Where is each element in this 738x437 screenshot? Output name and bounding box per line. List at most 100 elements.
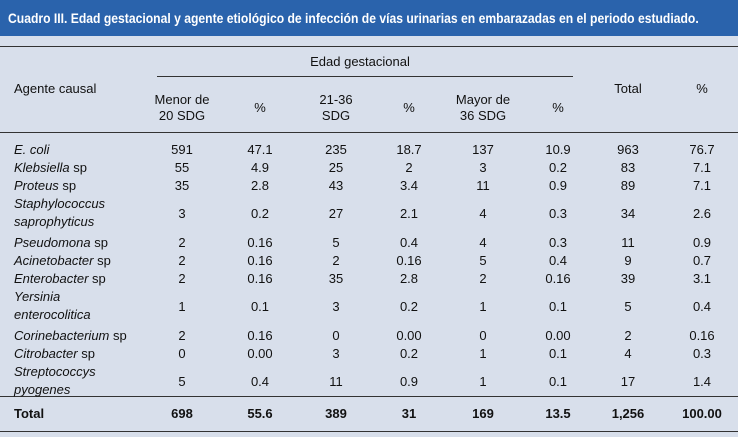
agent-name: Staphylococcus — [14, 196, 105, 212]
agent-species-suffix: sp — [69, 160, 87, 175]
table-cell: 0.16 — [247, 235, 273, 250]
header-bottom-rule — [0, 132, 738, 133]
header-group: Edad gestacional — [310, 54, 410, 69]
total-cell: 13.5 — [545, 406, 571, 421]
agent-species-suffix: sp — [90, 235, 108, 250]
agent-name: Citrobacter sp — [14, 346, 95, 362]
agent-name: E. coli — [14, 142, 49, 158]
table-cell: 0.4 — [692, 299, 712, 314]
header-col1-line2: 20 SDG — [158, 108, 206, 123]
table-cell: 0.16 — [396, 253, 422, 268]
agent-genus: Enterobacter — [14, 271, 89, 286]
table-cell: 2 — [178, 271, 186, 286]
table-cell: 0.2 — [399, 299, 419, 314]
agent-name: Yersinia — [14, 289, 60, 305]
table-cell: 2.8 — [399, 271, 419, 286]
agent-species: pyogenes — [14, 382, 71, 397]
table-cell: 3 — [178, 206, 186, 221]
top-rule — [0, 46, 738, 47]
agent-name-line2: enterocolitica — [14, 307, 91, 323]
table-cell: 0.4 — [250, 374, 270, 389]
table-cell: 0 — [479, 328, 487, 343]
agent-genus: Klebsiella — [14, 160, 70, 175]
table-cell: 2.8 — [250, 178, 270, 193]
table-cell: 83 — [620, 160, 636, 175]
agent-name-line2: saprophyticus — [14, 214, 94, 230]
table-cell: 0.4 — [548, 253, 568, 268]
table-cell: 0.16 — [247, 328, 273, 343]
total-cell: 31 — [401, 406, 417, 421]
header-agent: Agente causal — [14, 81, 97, 96]
table-cell: 0.9 — [548, 178, 568, 193]
table-cell: 1 — [479, 374, 487, 389]
table-cell: 0.16 — [545, 271, 571, 286]
table-cell: 0.00 — [396, 328, 422, 343]
table-cell: 2 — [178, 235, 186, 250]
table-cell: 11 — [329, 374, 343, 389]
table-cell: 0.3 — [548, 235, 568, 250]
table-cell: 0.9 — [399, 374, 419, 389]
table-cell: 11 — [621, 235, 635, 250]
table-cell: 2 — [479, 271, 487, 286]
table-cell: 0.00 — [247, 346, 273, 361]
agent-species-suffix: sp — [109, 328, 127, 343]
agent-name: Enterobacter sp — [14, 271, 106, 287]
table-cell: 35 — [328, 271, 344, 286]
table-cell: 0.7 — [692, 253, 712, 268]
table-cell: 2.1 — [399, 206, 419, 221]
header-total-pct: % — [696, 81, 708, 96]
agent-genus: Staphylococcus — [14, 196, 106, 211]
table-cell: 47.1 — [247, 142, 273, 157]
table-cell: 0.1 — [250, 299, 270, 314]
agent-genus: Streptococcys — [14, 364, 96, 379]
table-cell: 76.7 — [689, 142, 715, 157]
group-rule — [157, 76, 573, 77]
table-cell: 0.1 — [548, 374, 568, 389]
table-cell: 1 — [178, 299, 186, 314]
header-col1-line1: Menor de — [154, 92, 210, 107]
agent-species: enterocolitica — [14, 307, 91, 322]
table-cell: 0.16 — [689, 328, 715, 343]
table-cell: 2 — [624, 328, 632, 343]
table-cell: 4 — [624, 346, 632, 361]
total-label: Total — [14, 406, 45, 421]
agent-name: Streptococcys — [14, 364, 96, 380]
table-cell: 11 — [476, 178, 490, 193]
bottom-rule — [0, 431, 738, 432]
agent-name: Pseudomona sp — [14, 235, 108, 251]
table-title: Cuadro III. Edad gestacional y agente et… — [0, 0, 738, 36]
agent-species-suffix: sp — [88, 271, 106, 286]
agent-species: saprophyticus — [14, 214, 95, 229]
table-title-text: Cuadro III. Edad gestacional y agente et… — [8, 10, 699, 26]
table-cell: 9 — [624, 253, 632, 268]
header-pct2: % — [403, 100, 415, 115]
agent-genus: Citrobacter — [14, 346, 78, 361]
table-cell: 55 — [174, 160, 190, 175]
table-cell: 0.2 — [548, 160, 568, 175]
table-cell: 35 — [174, 178, 190, 193]
agent-species-suffix: sp — [93, 253, 111, 268]
table-cell: 2 — [178, 253, 186, 268]
agent-genus: Corinebacterium — [14, 328, 110, 343]
table-cell: 4 — [479, 206, 487, 221]
table-cell: 1.4 — [692, 374, 712, 389]
total-cell: 1,256 — [611, 406, 645, 421]
agent-genus: Pseudomona — [14, 235, 91, 250]
header-pct1: % — [254, 100, 266, 115]
table-cell: 2 — [405, 160, 413, 175]
table-cell: 27 — [328, 206, 344, 221]
agent-name-line2: pyogenes — [14, 382, 70, 398]
table-cell: 43 — [328, 178, 344, 193]
table-cell: 5 — [479, 253, 487, 268]
table-cell: 0.1 — [548, 299, 568, 314]
agent-genus: Acinetobacter — [14, 253, 94, 268]
table-cell: 0.1 — [548, 346, 568, 361]
agent-genus: E. coli — [14, 142, 50, 157]
agent-genus: Proteus — [14, 178, 59, 193]
table-cell: 235 — [325, 142, 347, 157]
table-cell: 137 — [472, 142, 494, 157]
table-cell: 89 — [620, 178, 636, 193]
table-cell: 7.1 — [692, 178, 712, 193]
total-cell: 100.00 — [682, 406, 722, 421]
